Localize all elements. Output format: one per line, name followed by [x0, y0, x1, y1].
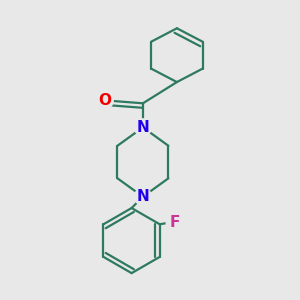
Circle shape	[134, 119, 152, 136]
Circle shape	[134, 188, 152, 205]
Circle shape	[166, 214, 183, 231]
Circle shape	[96, 92, 113, 109]
Text: O: O	[98, 93, 111, 108]
Text: N: N	[136, 189, 149, 204]
Text: F: F	[169, 215, 180, 230]
Text: N: N	[136, 120, 149, 135]
